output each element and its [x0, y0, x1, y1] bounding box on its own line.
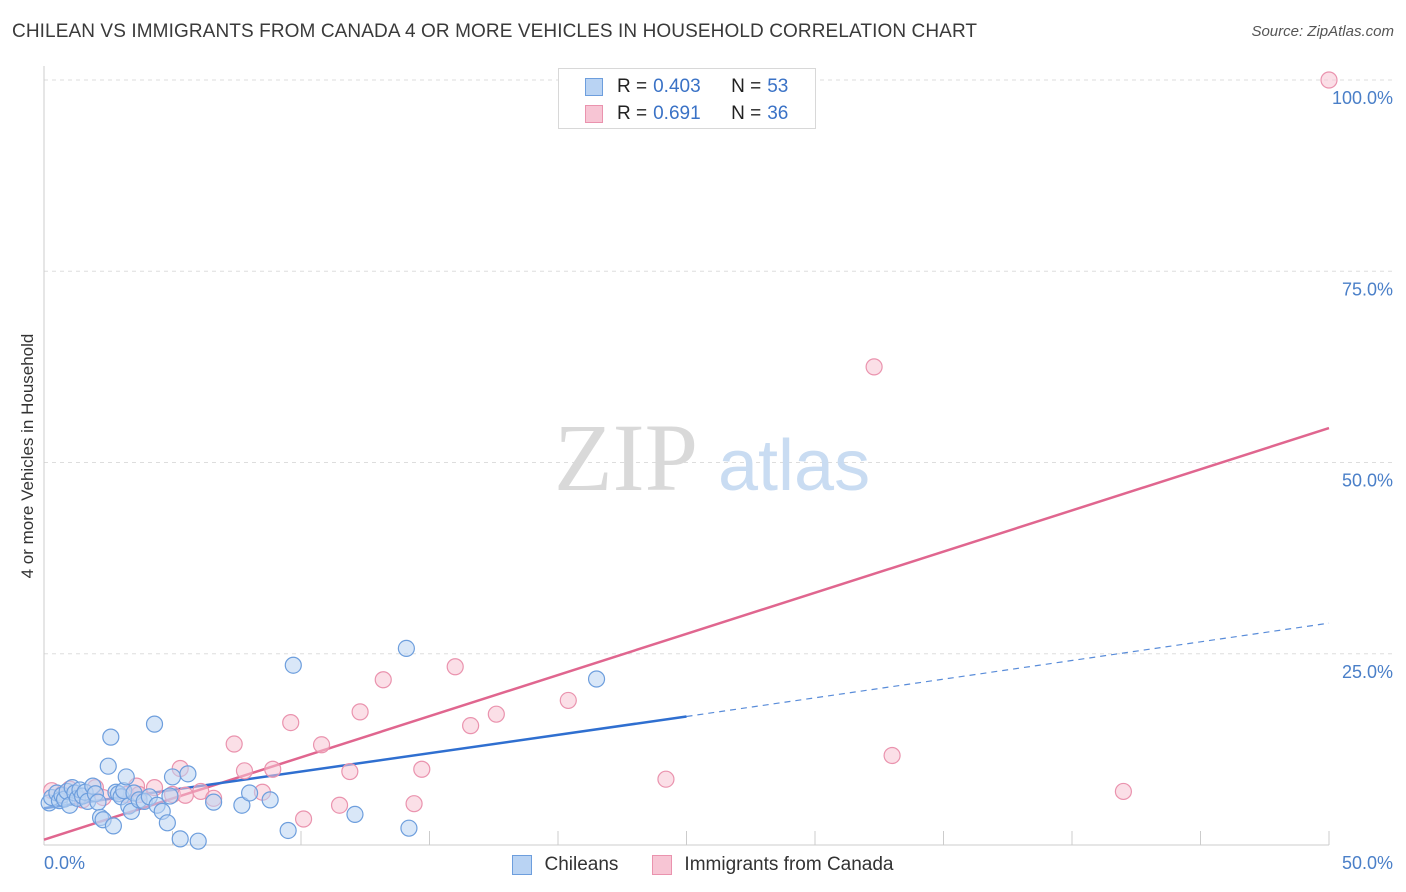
chileans-point — [117, 768, 135, 786]
canada-point — [1114, 782, 1133, 801]
chileans-point — [158, 814, 176, 832]
chileans-point — [241, 784, 259, 802]
canada-point — [405, 795, 423, 813]
watermark-zip: ZIP — [554, 404, 698, 511]
y-tick-label: 75.0% — [1342, 279, 1393, 299]
x-tick-label: 50.0% — [1342, 853, 1393, 873]
series-legend: Chileans Immigrants from Canada — [0, 852, 1406, 878]
chileans-point — [145, 715, 164, 733]
canada-point — [264, 760, 282, 778]
series-swatch-canada — [652, 855, 673, 875]
chileans-trend-extension — [686, 622, 1330, 718]
chileans-point — [233, 796, 251, 814]
legend-r-value: 0.691 — [653, 103, 701, 124]
canada-point — [225, 735, 243, 753]
chileans-point — [400, 819, 418, 837]
legend-row-canada: R = 0.691 N = 36 — [585, 102, 788, 126]
chileans-point — [346, 805, 364, 824]
legend-swatch-chileans — [585, 78, 603, 96]
grid-layer — [43, 66, 1392, 846]
canada-point — [330, 796, 349, 814]
chileans-point — [189, 832, 207, 850]
watermark-atlas: atlas — [718, 426, 870, 506]
canada-point — [374, 671, 392, 689]
source-label: Source: ZipAtlas.com — [1251, 23, 1394, 40]
legend-swatch-canada — [585, 105, 603, 123]
series-legend-chileans: Chileans — [512, 854, 618, 876]
y-tick-label: 50.0% — [1342, 471, 1393, 491]
legend-n-value: 36 — [767, 103, 789, 124]
chileans-point — [89, 793, 107, 811]
canada-trend-line — [43, 426, 1330, 841]
chileans-point — [587, 670, 606, 688]
series-legend-canada: Immigrants from Canada — [652, 854, 894, 876]
canada-point — [1320, 71, 1338, 89]
points-layer — [40, 71, 1338, 850]
chileans-point — [205, 793, 223, 811]
legend-row-chileans: R = 0.403 N = 53 — [585, 75, 788, 99]
canada-point — [176, 786, 194, 804]
canada-point — [413, 760, 431, 778]
chileans-point — [171, 830, 189, 848]
legend-r-value: 0.403 — [653, 76, 701, 97]
chileans-point — [163, 768, 182, 786]
chileans-point — [161, 787, 179, 805]
tick-layer: 25.0% 50.0% 75.0% 100.0% 0.0% 50.0% — [44, 88, 1393, 873]
chart-title: CHILEAN VS IMMIGRANTS FROM CANADA 4 OR M… — [12, 21, 978, 42]
y-tick-label: 25.0% — [1342, 662, 1393, 682]
chileans-point — [102, 728, 120, 746]
canada-point — [312, 736, 331, 754]
chileans-point — [261, 791, 279, 809]
x-tick-label: 0.0% — [44, 853, 85, 873]
chileans-point — [397, 639, 415, 657]
chileans-point — [279, 821, 297, 840]
canada-point — [282, 713, 300, 732]
canada-point — [341, 762, 359, 781]
series-name-chileans: Chileans — [544, 854, 619, 875]
canada-point — [235, 762, 254, 780]
canada-point — [351, 703, 369, 721]
canada-point — [883, 746, 901, 765]
watermark: ZIP atlas — [554, 404, 870, 511]
chileans-point — [99, 757, 117, 775]
canada-point — [865, 358, 883, 376]
canada-point — [487, 705, 505, 723]
chileans-point — [104, 817, 122, 835]
canada-point — [294, 810, 313, 828]
canada-point — [657, 770, 675, 788]
canada-point — [446, 658, 464, 676]
legend-n-label: N = — [731, 76, 762, 97]
chileans-point — [179, 765, 197, 783]
canada-point — [462, 717, 480, 735]
canada-point — [559, 691, 577, 710]
legend-r-label: R = — [617, 76, 648, 97]
y-tick-label: 100.0% — [1332, 88, 1393, 108]
series-name-canada: Immigrants from Canada — [684, 854, 894, 875]
chileans-point — [284, 656, 302, 674]
correlation-legend: R = 0.403 N = 53 R = 0.691 N = 36 — [558, 68, 816, 129]
series-swatch-chileans — [512, 855, 533, 875]
legend-n-label: N = — [731, 103, 762, 124]
legend-r-label: R = — [617, 103, 648, 124]
legend-n-value: 53 — [767, 76, 789, 97]
